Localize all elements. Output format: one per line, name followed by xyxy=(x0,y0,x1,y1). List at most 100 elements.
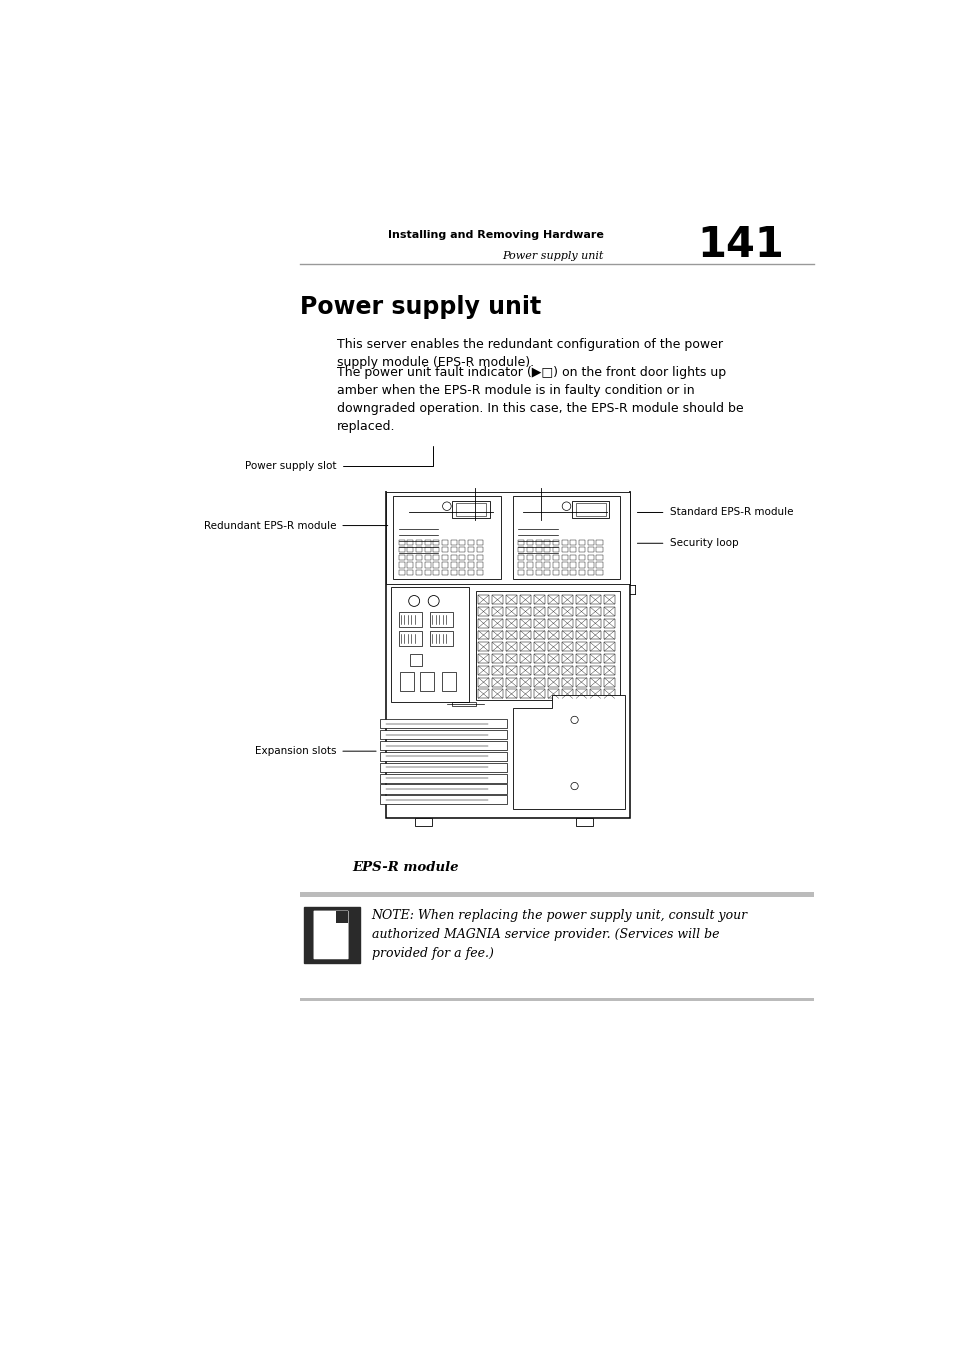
Bar xyxy=(506,631,517,639)
Bar xyxy=(441,570,448,576)
Bar xyxy=(477,689,488,698)
Bar xyxy=(596,547,602,553)
Bar xyxy=(300,892,813,897)
Bar xyxy=(587,570,593,576)
Bar xyxy=(603,631,614,639)
Bar xyxy=(548,678,558,686)
Bar xyxy=(534,678,544,686)
Bar xyxy=(492,678,502,686)
Bar xyxy=(534,654,544,663)
Bar xyxy=(407,539,413,544)
Bar xyxy=(519,619,530,628)
Bar xyxy=(578,539,584,544)
Bar xyxy=(519,642,530,651)
Bar xyxy=(477,678,488,686)
Bar xyxy=(506,678,517,686)
Bar xyxy=(407,555,413,559)
Bar xyxy=(561,562,567,567)
Bar xyxy=(492,619,502,628)
Bar xyxy=(304,908,359,963)
Bar xyxy=(398,562,404,567)
Bar xyxy=(603,619,614,628)
Bar xyxy=(424,555,430,559)
Bar xyxy=(578,555,584,559)
Bar xyxy=(492,631,502,639)
Bar xyxy=(553,570,558,576)
Bar xyxy=(548,631,558,639)
Bar xyxy=(603,596,614,604)
Bar xyxy=(398,612,421,627)
Bar xyxy=(561,631,572,639)
Bar xyxy=(548,666,558,674)
Bar xyxy=(459,570,465,576)
Bar xyxy=(596,539,602,544)
Bar xyxy=(459,562,465,567)
Bar xyxy=(407,570,413,576)
Bar xyxy=(596,562,602,567)
Bar xyxy=(441,673,456,690)
Bar xyxy=(407,547,413,553)
Text: Redundant EPS-R module: Redundant EPS-R module xyxy=(204,520,335,531)
Bar xyxy=(548,689,558,698)
Bar xyxy=(477,654,488,663)
Bar xyxy=(398,555,404,559)
Bar xyxy=(385,488,629,817)
FancyBboxPatch shape xyxy=(314,911,348,959)
Bar xyxy=(506,596,517,604)
Bar xyxy=(526,555,533,559)
Bar xyxy=(534,689,544,698)
Bar xyxy=(570,539,576,544)
Bar xyxy=(379,740,506,750)
Text: Standard EPS-R module: Standard EPS-R module xyxy=(669,508,792,517)
Bar xyxy=(335,912,348,923)
Bar xyxy=(534,666,544,674)
Bar xyxy=(548,642,558,651)
Bar xyxy=(576,654,586,663)
Bar xyxy=(379,751,506,761)
Bar xyxy=(526,547,533,553)
Bar xyxy=(561,547,567,553)
Bar xyxy=(517,539,524,544)
Bar xyxy=(543,555,550,559)
Bar xyxy=(576,642,586,651)
Bar xyxy=(578,562,584,567)
Bar xyxy=(535,555,541,559)
Bar xyxy=(519,631,530,639)
Bar xyxy=(492,607,502,616)
Bar xyxy=(575,503,605,516)
Bar xyxy=(590,666,600,674)
Bar xyxy=(561,539,567,544)
Bar xyxy=(492,666,502,674)
Bar xyxy=(519,654,530,663)
Bar xyxy=(456,503,486,516)
Text: Power supply slot: Power supply slot xyxy=(245,461,335,471)
Bar xyxy=(587,562,593,567)
Bar xyxy=(379,774,506,782)
Bar xyxy=(393,496,500,580)
Bar xyxy=(561,619,572,628)
Bar xyxy=(548,619,558,628)
Bar xyxy=(441,562,448,567)
Bar xyxy=(419,673,434,690)
Bar xyxy=(452,501,489,517)
Bar xyxy=(553,555,558,559)
Bar xyxy=(476,562,482,567)
Bar xyxy=(590,607,600,616)
Bar xyxy=(433,555,439,559)
Text: Security loop: Security loop xyxy=(669,538,738,549)
Bar xyxy=(433,547,439,553)
Bar xyxy=(590,619,600,628)
Bar xyxy=(506,666,517,674)
Bar xyxy=(391,588,468,703)
Bar xyxy=(534,596,544,604)
Bar xyxy=(570,570,576,576)
Bar xyxy=(535,539,541,544)
Bar xyxy=(433,539,439,544)
Bar xyxy=(459,547,465,553)
Bar xyxy=(506,607,517,616)
Bar xyxy=(517,555,524,559)
Bar xyxy=(590,631,600,639)
Bar xyxy=(452,703,476,707)
Bar xyxy=(506,619,517,628)
Bar xyxy=(468,539,474,544)
